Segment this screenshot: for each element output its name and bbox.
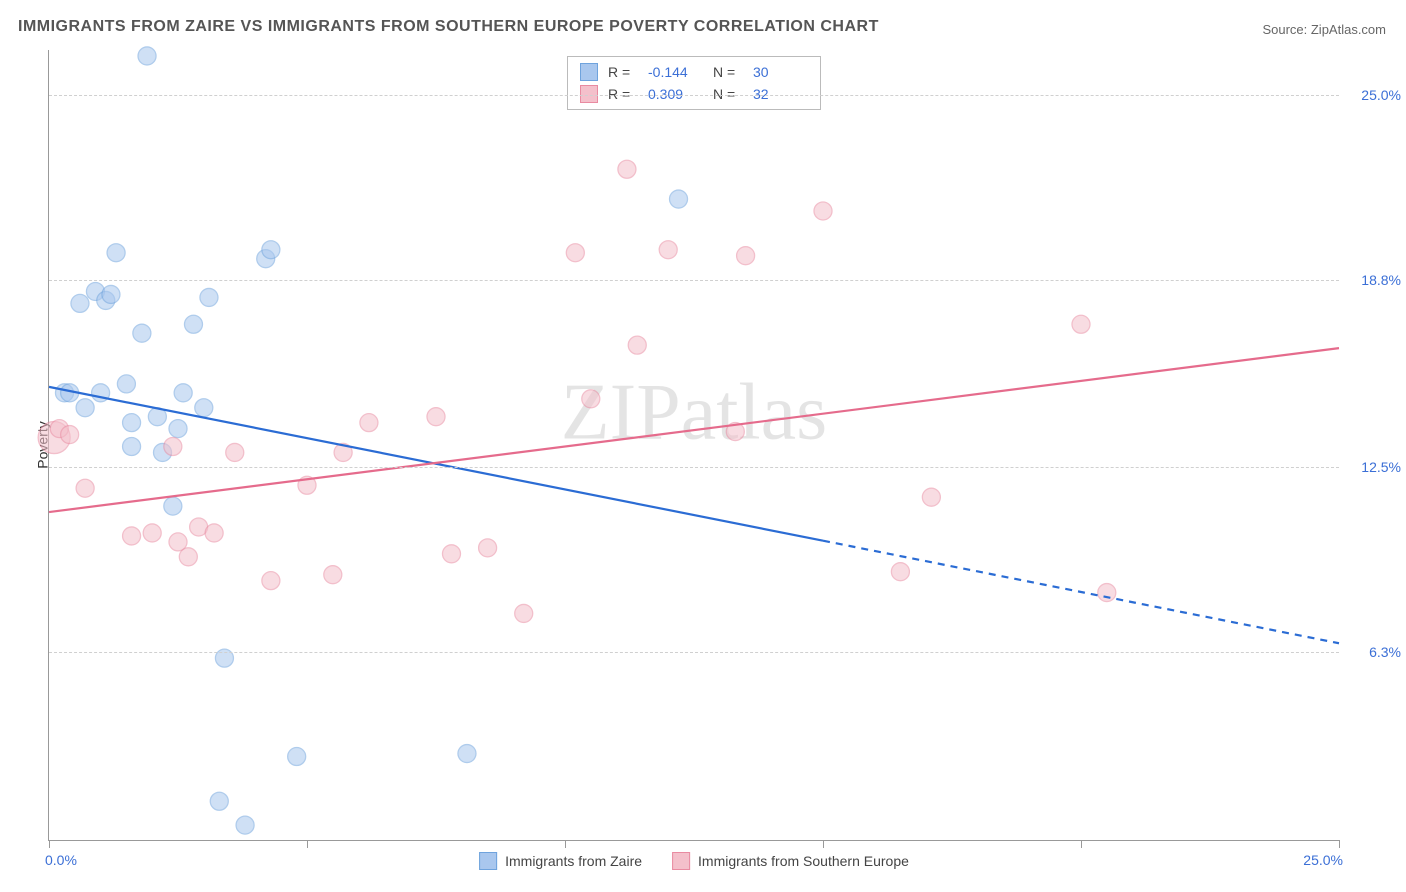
scatter-point — [184, 315, 202, 333]
scatter-point — [179, 548, 197, 566]
scatter-point — [138, 47, 156, 65]
scatter-point — [737, 247, 755, 265]
legend-series-label: Immigrants from Southern Europe — [698, 853, 909, 869]
scatter-point — [324, 566, 342, 584]
scatter-point — [133, 324, 151, 342]
gridline-h — [49, 280, 1339, 281]
scatter-point — [200, 288, 218, 306]
scatter-point — [618, 160, 636, 178]
legend-series-item: Immigrants from Southern Europe — [672, 852, 909, 870]
legend-r-value: -0.144 — [648, 64, 703, 80]
scatter-point — [1072, 315, 1090, 333]
scatter-point — [123, 437, 141, 455]
legend-n-label: N = — [713, 64, 743, 80]
scatter-point — [922, 488, 940, 506]
legend-series: Immigrants from Zaire Immigrants from Sou… — [479, 852, 909, 870]
scatter-point — [659, 241, 677, 259]
legend-stat-row: R = -0.144 N = 30 — [580, 61, 808, 83]
source-name: ZipAtlas.com — [1311, 22, 1386, 37]
chart-title: IMMIGRANTS FROM ZAIRE VS IMMIGRANTS FROM… — [18, 18, 879, 36]
scatter-point — [566, 244, 584, 262]
legend-swatch — [580, 63, 598, 81]
scatter-point — [427, 408, 445, 426]
scatter-point — [169, 420, 187, 438]
scatter-point — [1098, 584, 1116, 602]
scatter-point — [262, 572, 280, 590]
x-axis-max-label: 25.0% — [1303, 852, 1343, 868]
legend-series-label: Immigrants from Zaire — [505, 853, 642, 869]
gridline-h — [49, 95, 1339, 96]
source-label: Source: — [1262, 22, 1310, 37]
x-tick — [307, 840, 308, 848]
x-tick — [823, 840, 824, 848]
x-tick — [49, 840, 50, 848]
scatter-point — [205, 524, 223, 542]
scatter-point — [107, 244, 125, 262]
source-attribution: Source: ZipAtlas.com — [1262, 22, 1386, 37]
scatter-point — [174, 384, 192, 402]
scatter-point — [164, 497, 182, 515]
x-tick — [565, 840, 566, 848]
scatter-point — [582, 390, 600, 408]
legend-series-item: Immigrants from Zaire — [479, 852, 642, 870]
scatter-point — [143, 524, 161, 542]
y-tick-label: 12.5% — [1361, 459, 1401, 475]
y-tick-label: 25.0% — [1361, 87, 1401, 103]
scatter-point — [164, 437, 182, 455]
scatter-point — [123, 527, 141, 545]
y-tick-label: 6.3% — [1369, 644, 1401, 660]
scatter-point — [360, 414, 378, 432]
plot-area: Poverty ZIPatlas R =-0.144N =30R =0.309N… — [48, 50, 1339, 841]
scatter-point — [458, 745, 476, 763]
scatter-point — [891, 563, 909, 581]
scatter-point — [195, 399, 213, 417]
legend-swatch — [672, 852, 690, 870]
scatter-point — [479, 539, 497, 557]
scatter-point — [515, 604, 533, 622]
scatter-point — [71, 294, 89, 312]
scatter-point — [670, 190, 688, 208]
x-tick — [1081, 840, 1082, 848]
x-axis-min-label: 0.0% — [45, 852, 77, 868]
gridline-h — [49, 652, 1339, 653]
trend-line — [49, 348, 1339, 512]
scatter-point — [442, 545, 460, 563]
scatter-point — [628, 336, 646, 354]
legend-n-value: 30 — [753, 64, 808, 80]
trend-line-extrapolated — [823, 541, 1339, 644]
scatter-point — [262, 241, 280, 259]
scatter-point — [814, 202, 832, 220]
x-tick — [1339, 840, 1340, 848]
scatter-point — [226, 443, 244, 461]
legend-r-label: R = — [608, 64, 638, 80]
scatter-point — [123, 414, 141, 432]
legend-swatch — [479, 852, 497, 870]
gridline-h — [49, 467, 1339, 468]
scatter-point — [102, 285, 120, 303]
scatter-point — [76, 479, 94, 497]
scatter-point — [117, 375, 135, 393]
scatter-point — [288, 748, 306, 766]
scatter-point — [210, 792, 228, 810]
scatter-point — [61, 426, 79, 444]
scatter-point — [76, 399, 94, 417]
scatter-point — [236, 816, 254, 834]
y-tick-label: 18.8% — [1361, 272, 1401, 288]
plot-svg — [49, 50, 1339, 840]
legend-stats: R =-0.144N =30R =0.309N =32 — [567, 56, 821, 110]
